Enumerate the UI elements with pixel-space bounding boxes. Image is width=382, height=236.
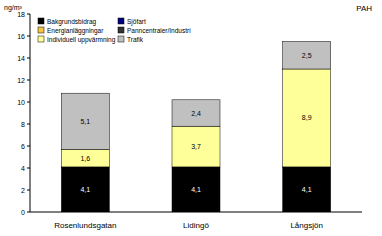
bar-segment [61, 167, 109, 212]
bar-segment [172, 126, 220, 167]
bar-segment [172, 100, 220, 126]
y-tick [27, 190, 30, 191]
bar-segment [283, 69, 331, 167]
y-tick-label: 14 [17, 55, 25, 62]
legend-swatch [118, 36, 124, 42]
x-tick-label: Långsjön [290, 221, 322, 230]
y-tick [27, 168, 30, 169]
y-tick [27, 58, 30, 59]
y-tick-label: 2 [21, 187, 25, 194]
data-label: 1,6 [80, 155, 90, 162]
y-tick [27, 14, 30, 15]
y-tick-label: 16 [17, 33, 25, 40]
bars [61, 42, 330, 213]
y-tick-label: 0 [21, 209, 25, 216]
x-tick-label: Lidingö [183, 221, 209, 230]
data-label: 8,9 [302, 114, 312, 121]
legend-label: Trafik [127, 36, 144, 43]
bar-segment [283, 42, 331, 70]
bar-segment [61, 149, 109, 167]
legend-swatch [118, 27, 124, 33]
y-tick-label: 8 [21, 121, 25, 128]
y-tick-label: 12 [17, 77, 25, 84]
y-tick [27, 146, 30, 147]
x-tick-label: Rosenlundsgatan [54, 221, 116, 230]
y-axis [30, 14, 31, 212]
bar-segment [172, 167, 220, 212]
y-tick [27, 102, 30, 103]
y-tick-label: 10 [17, 99, 25, 106]
data-label: 3,7 [191, 143, 201, 150]
legend-label: Individuell uppvärmning [47, 36, 116, 44]
bar-segment [283, 167, 331, 212]
data-label: 5,1 [80, 118, 90, 125]
y-tick-label: 6 [21, 143, 25, 150]
y-tick [27, 124, 30, 125]
legend-label: Bakgrundsbidrag [47, 18, 97, 26]
legend: Bakgrundsbidrag Sjöfart Energianläggningar… [38, 18, 191, 44]
title: PAH [356, 4, 372, 13]
y-tick-label: 4 [21, 165, 25, 172]
data-label: 4,1 [80, 186, 90, 193]
y-tick-label: 18 [17, 11, 25, 18]
data-label: 4,1 [302, 186, 312, 193]
y-tick [27, 36, 30, 37]
bar-segment [61, 93, 109, 149]
data-label: 2,5 [302, 52, 312, 59]
legend-swatch [38, 27, 44, 33]
legend-label: Energianläggningar [47, 27, 104, 35]
data-label: 4,1 [191, 186, 201, 193]
y-tick [27, 80, 30, 81]
data-label: 2,4 [191, 110, 201, 117]
legend-label: Panncentraler/Industri [127, 27, 191, 34]
legend-swatch [38, 36, 44, 42]
legend-swatch [38, 18, 44, 24]
chart: PAHng/m³0246810121416184,11,65,14,13,72,… [0, 0, 382, 236]
legend-label: Sjöfart [127, 18, 146, 26]
legend-swatch [118, 18, 124, 24]
y-tick [27, 212, 30, 213]
data-labels: 4,1 1,6 5,1 4,1 3,7 2,4 4,1 8,9 2,5 [80, 52, 311, 193]
